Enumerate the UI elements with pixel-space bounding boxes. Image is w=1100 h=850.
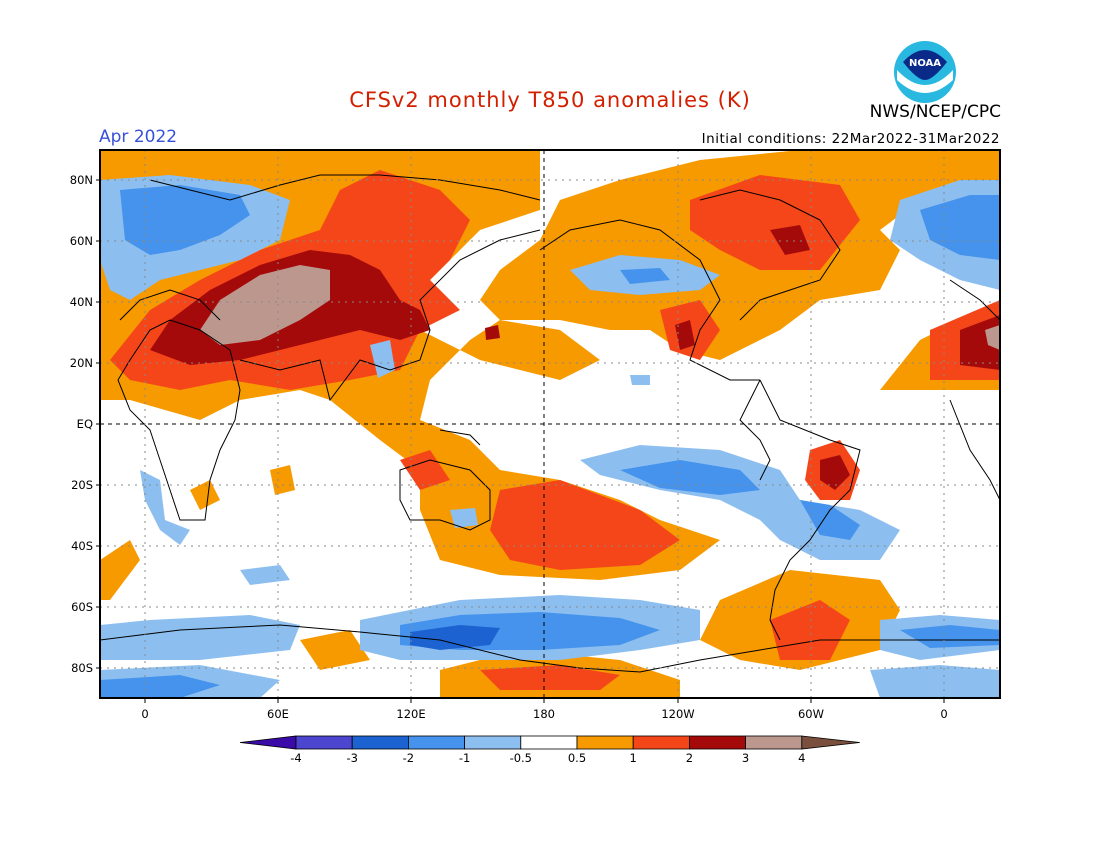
lat-label: 20N (70, 356, 93, 370)
colorbar-tick-label: 4 (798, 751, 805, 765)
lat-label: 80N (70, 173, 93, 187)
lon-label: 60E (267, 707, 289, 721)
colorbar-tick-label: 1 (630, 751, 637, 765)
colorbar-segment (689, 735, 747, 750)
lon-label: 0 (940, 707, 947, 721)
colorbar-segment (295, 735, 353, 750)
forecast-month: Apr 2022 (99, 127, 178, 147)
anomaly-negative-2 (410, 625, 500, 650)
colorbar-tick-label: -2 (403, 751, 414, 765)
colorbar-tick-label: 3 (742, 751, 749, 765)
longitude-labels: 0 60E 120E 180 120W 60W 0 (141, 698, 948, 721)
lat-label: 20S (71, 478, 93, 492)
colorbar-segment (520, 735, 578, 750)
colorbar-tick-label: -0.5 (510, 751, 532, 765)
lon-label: 120E (396, 707, 425, 721)
graticule (100, 150, 1000, 698)
lat-label: 80S (71, 661, 93, 675)
colorbar-tick-label: -3 (346, 751, 357, 765)
latitude-labels: 80N 60N 40N 20N EQ 20S 40S 60S 80S (70, 173, 100, 675)
map-title: CFSv2 monthly T850 anomalies (K) (349, 88, 751, 112)
anomaly-positive-3 (200, 265, 1000, 350)
colorbar-segment (632, 735, 690, 750)
coastlines (100, 174, 1000, 673)
lat-label: 60N (70, 234, 93, 248)
colorbar-arrow-low (239, 735, 297, 750)
lat-label: 40N (70, 295, 93, 309)
colorbar-segment (576, 735, 634, 750)
lat-label: 40S (71, 539, 93, 553)
anomaly-negative-1 (100, 185, 1000, 698)
logo-text: NOAA (909, 58, 941, 69)
lon-label: 60W (798, 707, 824, 721)
colorbar-tick-label: -4 (290, 751, 301, 765)
initial-conditions: Initial conditions: 22Mar2022-31Mar2022 (701, 131, 1000, 147)
lon-label: 0 (141, 707, 148, 721)
colorbar-tick-label: -1 (459, 751, 470, 765)
noaa-logo: NOAA (894, 41, 956, 103)
colorbar-segment (464, 735, 522, 750)
lat-label: EQ (77, 417, 93, 431)
colorbar-segment (351, 735, 409, 750)
colorbar-segment (745, 735, 803, 750)
colorbar-arrow-high (801, 735, 860, 750)
colorbar: -4 -3 -2 -1 -0.5 0.5 1 2 3 4 (239, 735, 860, 765)
colorbar-tick-label: 2 (686, 751, 693, 765)
lon-label: 180 (533, 707, 555, 721)
agency-label: NWS/NCEP/CPC (869, 102, 1001, 122)
lon-label: 120W (661, 707, 694, 721)
map-field (100, 150, 1000, 698)
lat-label: 60S (71, 600, 93, 614)
colorbar-segment (407, 735, 465, 750)
colorbar-tick-label: 0.5 (568, 751, 586, 765)
